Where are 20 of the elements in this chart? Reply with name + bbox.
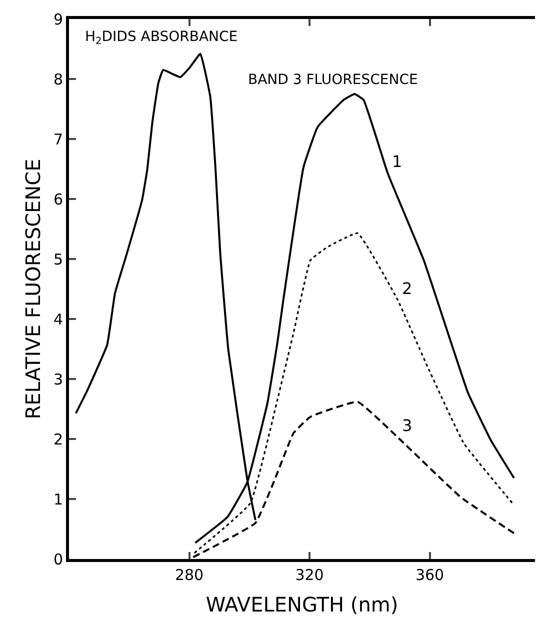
y-axis-title: RELATIVE FLUORESCENCE bbox=[20, 158, 45, 420]
series-label: 1 bbox=[392, 152, 402, 171]
annotation: BAND 3 FLUORESCENCE bbox=[248, 72, 418, 88]
y-tick-label: 0 bbox=[53, 550, 63, 568]
y-tick-label: 1 bbox=[53, 490, 63, 508]
y-tick-label: 4 bbox=[53, 310, 63, 328]
y-tick-label: 7 bbox=[53, 130, 63, 148]
y-tick-label: 6 bbox=[53, 190, 63, 208]
x-tick-label: 320 bbox=[295, 566, 324, 584]
y-tick-label: 5 bbox=[53, 250, 63, 268]
series-label: 2 bbox=[402, 279, 412, 298]
y-tick-label: 3 bbox=[53, 370, 63, 388]
x-tick-label: 360 bbox=[415, 566, 444, 584]
x-tick-label: 280 bbox=[174, 566, 204, 584]
x-axis-title: WAVELENGTH (nm) bbox=[206, 592, 398, 616]
y-tick-label: 2 bbox=[53, 430, 63, 448]
y-tick-label: 8 bbox=[53, 70, 63, 88]
y-tick-label: 9 bbox=[53, 10, 63, 28]
annotation: H$_{2}$DIDS ABSORBANCE bbox=[85, 29, 238, 47]
series-label: 3 bbox=[402, 416, 412, 435]
